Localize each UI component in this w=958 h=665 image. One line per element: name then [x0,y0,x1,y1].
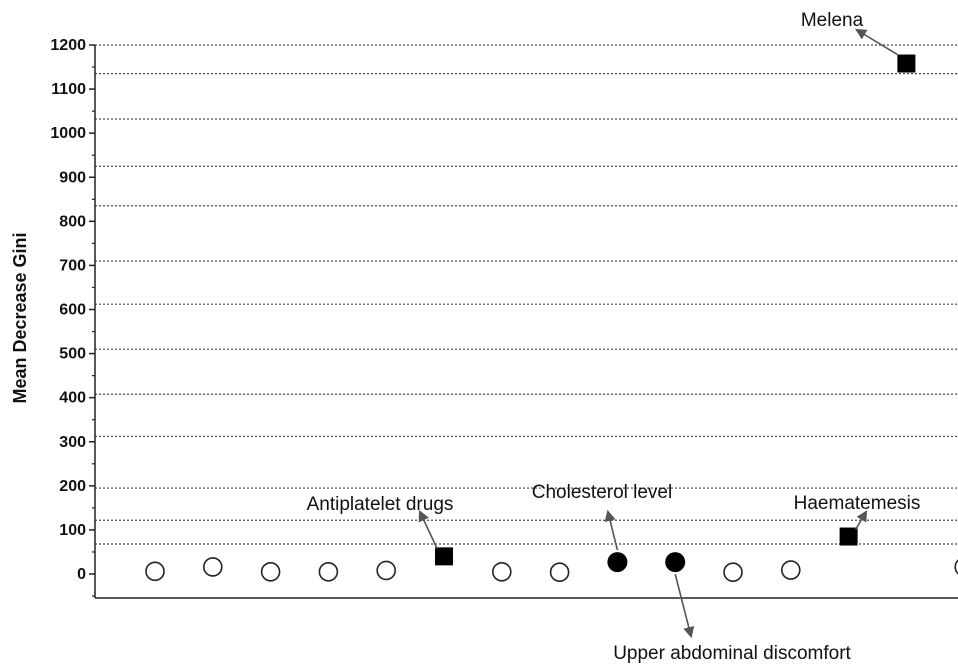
y-tick-label: 900 [59,169,86,186]
y-tick-label: 200 [59,478,86,495]
y-tick-label: 600 [59,302,86,319]
y-tick-label: 500 [59,346,86,363]
annotation-arrow [855,28,898,56]
axes [94,45,958,599]
open-circle-marker [723,562,743,583]
data-points [145,54,958,583]
annotation-label: Melena [801,10,864,31]
y-tick-label: 1100 [51,81,86,98]
y-tick-label: 0 [77,566,86,583]
annotation-arrow [674,573,695,639]
open-circle-marker [549,562,570,583]
y-axis-title: Mean Decrease Gini [10,232,30,403]
annotation-label: Cholesterol level [532,482,672,503]
open-circle-marker [203,557,223,577]
annotation-arrow [418,509,438,549]
y-ticks: 0 100 200 300 400 500 600 700 800 900 1000 1100 1200 [50,37,95,597]
y-tick-label: 100 [59,522,86,539]
filled-circle-marker [665,552,686,573]
open-circle-marker [318,561,339,582]
open-circle-marker [954,559,958,575]
y-tick-label: 800 [59,213,86,230]
y-tick-label: 700 [59,257,86,274]
square-marker [435,547,453,566]
gridlines [95,44,958,545]
annotation-label: Antiplatelet drugs [307,494,454,515]
annotation-label: Upper abdominal discomfort [613,643,851,664]
open-circle-marker [145,561,165,582]
open-circle-marker [491,561,512,582]
filled-circle-marker [607,552,628,573]
open-circle-marker [260,561,281,582]
square-marker [839,527,858,546]
open-circle-marker [376,560,397,581]
annotation-arrow [604,509,619,551]
square-marker [897,54,916,73]
y-tick-label: 300 [59,434,86,451]
y-tick-label: 1200 [50,37,86,54]
annotation-label: Haematemesis [794,493,921,514]
annotation-arrow [854,510,868,530]
annotations: Antiplatelet drugs Cholesterol level Upper… [307,10,921,664]
y-tick-label: 1000 [50,125,86,142]
open-circle-marker [780,560,801,580]
y-tick-label: 400 [59,390,86,407]
